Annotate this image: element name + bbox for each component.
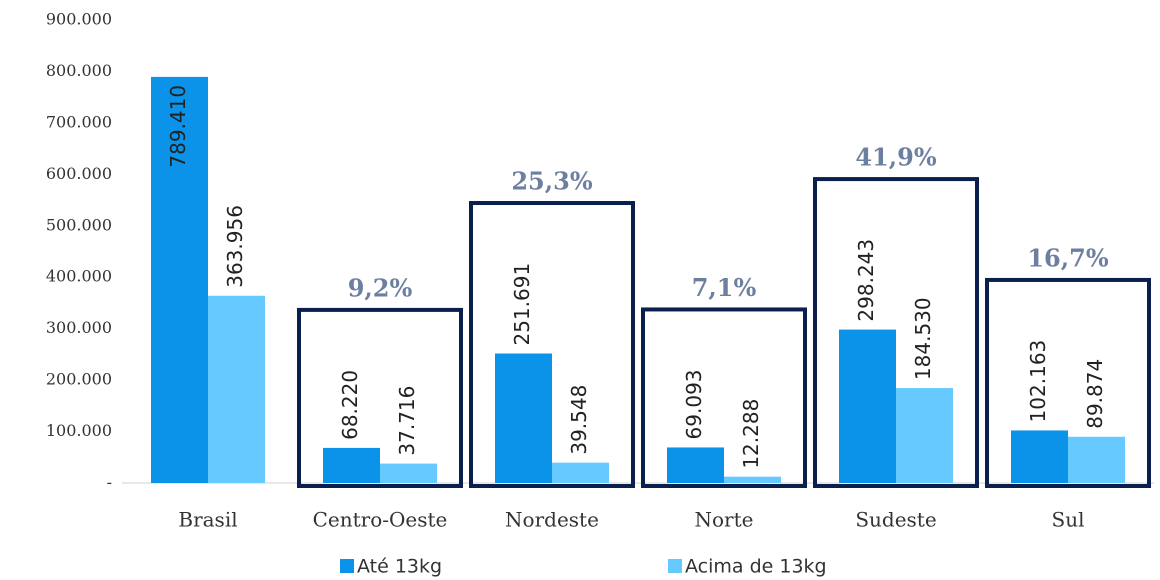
annotation: 41,9% (855, 143, 936, 172)
value-label: 39.548 (567, 385, 591, 455)
value-label: 184.530 (911, 297, 935, 380)
bar (1068, 436, 1125, 483)
value-label: 789.410 (166, 85, 190, 168)
legend-swatch (340, 559, 354, 573)
y-tick-label: 800.000 (46, 61, 112, 80)
bar (380, 463, 437, 483)
value-label: 298.243 (854, 239, 878, 322)
x-tick-label: Brasil (178, 508, 237, 532)
bar (552, 462, 609, 483)
y-tick-label: 100.000 (46, 421, 112, 440)
bar (724, 476, 781, 483)
value-label: 102.163 (1026, 340, 1050, 423)
bar (208, 295, 265, 483)
value-label: 37.716 (395, 386, 419, 456)
bar (896, 388, 953, 483)
y-tick-label: 600.000 (46, 164, 112, 183)
y-tick-label: 700.000 (46, 112, 112, 131)
value-label: 68.220 (338, 370, 362, 440)
group-box (297, 307, 463, 488)
bar (839, 329, 896, 483)
bar (1011, 430, 1068, 483)
y-tick-label: 400.000 (46, 267, 112, 286)
legend-label: Acima de 13kg (685, 556, 827, 578)
group-box (813, 177, 979, 488)
value-label: 363.956 (223, 205, 247, 288)
legend-swatch (668, 559, 682, 573)
group-box (469, 201, 635, 489)
value-label: 69.093 (682, 369, 706, 439)
y-tick-label: 200.000 (46, 370, 112, 389)
annotation: 7,1% (692, 273, 757, 302)
value-label: 12.288 (739, 399, 763, 469)
x-tick-label: Norte (695, 508, 754, 532)
group-box (641, 307, 807, 488)
annotation: 16,7% (1027, 243, 1108, 272)
y-tick-label: 900.000 (46, 10, 112, 29)
group-box (985, 277, 1151, 488)
annotation: 9,2% (348, 273, 413, 302)
x-tick-label: Nordeste (505, 508, 599, 532)
value-label: 89.874 (1083, 359, 1107, 429)
x-tick-label: Sudeste (855, 508, 936, 532)
bar (323, 447, 380, 483)
y-tick-label: 300.000 (46, 318, 112, 337)
x-tick-label: Sul (1052, 508, 1085, 532)
x-tick-label: Centro-Oeste (313, 508, 448, 532)
annotation: 25,3% (511, 167, 592, 196)
legend-label: Até 13kg (357, 556, 442, 578)
y-tick-label: - (107, 473, 112, 492)
value-label: 251.691 (510, 263, 534, 346)
bar (667, 447, 724, 483)
bar (151, 76, 208, 484)
bar (495, 353, 552, 483)
y-tick-label: 500.000 (46, 215, 112, 234)
